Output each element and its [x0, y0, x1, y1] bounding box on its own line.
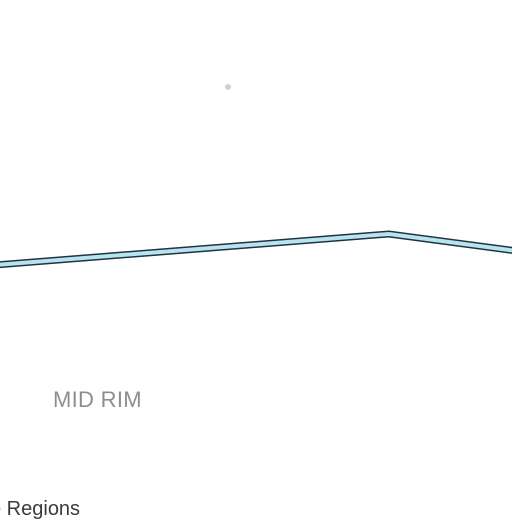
region-label-mid-rim: MID RIM — [53, 387, 142, 412]
location-marker[interactable] — [225, 84, 231, 90]
legend-label-regions: e Regions — [0, 498, 81, 520]
hyperspace-route[interactable] — [0, 231, 512, 267]
